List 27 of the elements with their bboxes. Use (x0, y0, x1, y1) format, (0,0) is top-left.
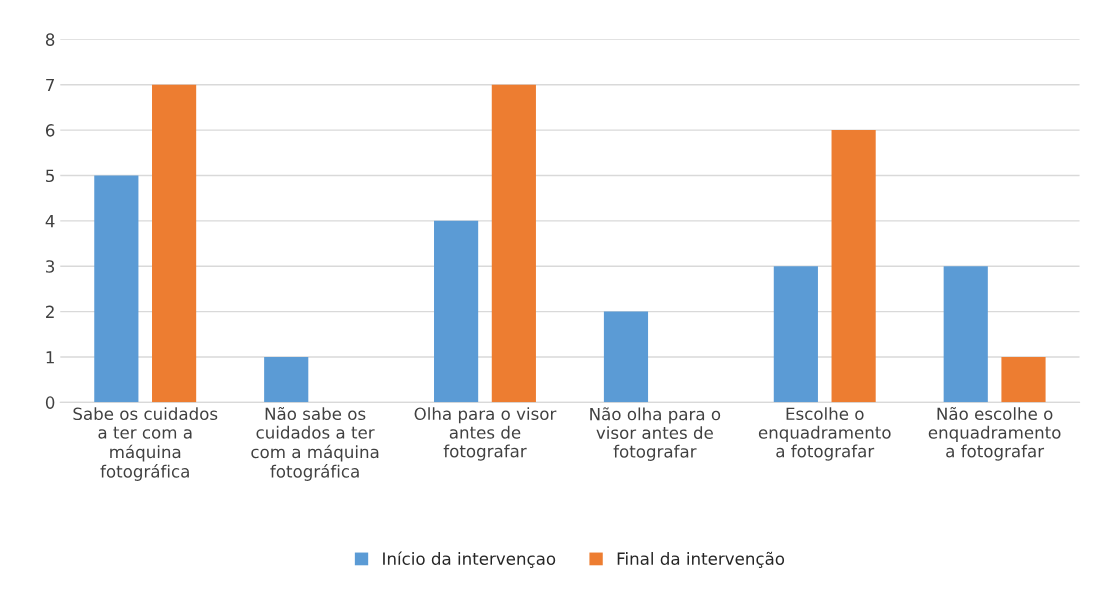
x-tick-label: Não sabe os cuidados a ter com a máquina fotográfica (251, 406, 379, 481)
bar (94, 175, 139, 403)
y-tick-label: 0 (45, 396, 55, 409)
bar (1001, 356, 1046, 403)
y-tick-label: 7 (46, 78, 54, 92)
y-tick-label: 8 (45, 33, 55, 46)
y-tick-label: 2 (46, 305, 54, 318)
y-tick-label: 6 (45, 124, 55, 137)
bar (152, 84, 197, 403)
y-tick-label: 1 (46, 351, 54, 364)
y-tick-label: 5 (46, 169, 54, 183)
x-tick-label: Escolhe o enquadramento a fotografar (758, 407, 891, 461)
bar (434, 220, 479, 403)
x-tick-label: Sabe os cuidados a ter com a máquina fotográfica (73, 407, 218, 481)
bar (264, 356, 309, 403)
x-tick-label: Olha para o visor antes de fotografar (414, 407, 557, 461)
y-tick-label: 3 (46, 260, 55, 273)
bar (773, 266, 818, 403)
bar (943, 266, 988, 403)
y-tick-label: 4 (45, 215, 55, 228)
bar (603, 311, 649, 403)
bar (491, 84, 536, 403)
x-tick-label: Não olha para o visor antes de fotografar (590, 407, 721, 461)
bar (831, 130, 876, 403)
legend-label: Início da intervençao (383, 551, 556, 568)
legend-label: Final da intervenção (617, 551, 785, 568)
x-tick-label: Não escolhe o enquadramento a fotografar (928, 406, 1061, 461)
